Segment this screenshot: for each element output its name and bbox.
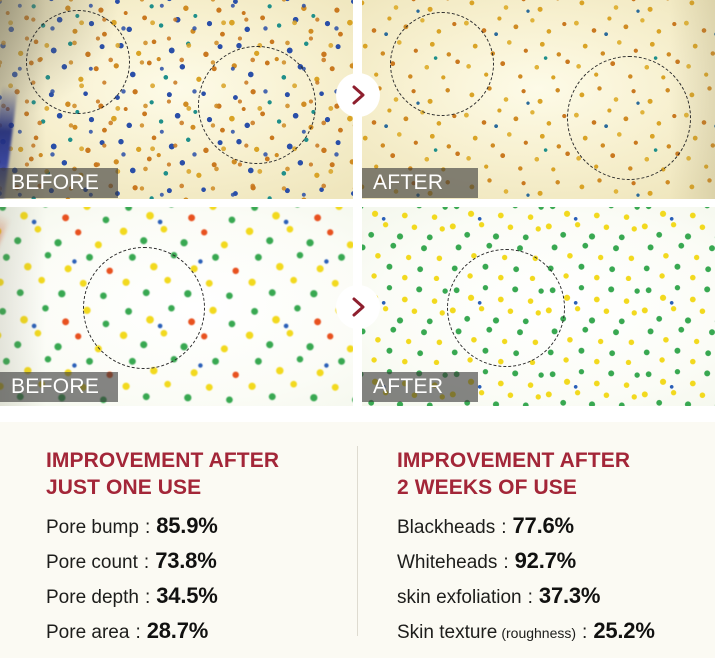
stat-separator: : — [135, 622, 141, 644]
stat-separator: : — [144, 517, 151, 539]
texture-after-image: AFTER — [362, 207, 715, 406]
stats-list-two-weeks: Blackheads : 77.6% Whiteheads : 92.7% sk… — [397, 513, 714, 644]
comparison-arrow-bottom — [336, 285, 380, 329]
stat-separator: : — [582, 622, 588, 644]
analysis-circle-2 — [567, 56, 691, 180]
before-label-text: BEFORE — [11, 374, 100, 398]
stat-label: Pore bump — [46, 517, 139, 539]
stat-value: 34.5% — [156, 583, 218, 609]
stats-heading-two-weeks: IMPROVEMENT AFTER 2 WEEKS OF USE — [397, 448, 697, 501]
stat-label: Whiteheads — [397, 552, 498, 574]
stat-separator: : — [144, 587, 151, 609]
stats-heading-line-1: IMPROVEMENT AFTER — [46, 449, 280, 472]
stat-label: Pore count — [46, 552, 138, 574]
analysis-circle-1 — [83, 247, 205, 369]
stat-label: Blackheads — [397, 517, 496, 539]
stat-row: Blackheads : 77.6% — [397, 513, 714, 539]
stat-value: 85.9% — [156, 513, 218, 539]
stat-label: Pore area — [46, 622, 130, 644]
stat-value: 28.7% — [146, 618, 209, 644]
stat-label: Skin texture — [397, 622, 498, 644]
stats-column-two-weeks: IMPROVEMENT AFTER 2 WEEKS OF USE Blackhe… — [357, 422, 714, 658]
analysis-circle-1 — [26, 10, 130, 114]
before-after-image-grid: BEFORE AFTER BEFORE — [0, 0, 715, 422]
stat-row: Pore depth : 34.5% — [46, 583, 357, 609]
after-label-text: AFTER — [373, 170, 444, 194]
stat-row: Whiteheads : 92.7% — [397, 548, 714, 574]
stats-column-divider — [357, 446, 358, 636]
stat-row: skin exfoliation : 37.3% — [397, 583, 714, 609]
stats-heading-one-use: IMPROVEMENT AFTER JUST ONE USE — [46, 448, 346, 501]
stats-heading-line-1: IMPROVEMENT AFTER — [397, 449, 631, 472]
before-label-badge: BEFORE — [0, 168, 118, 198]
stat-value: 77.6% — [512, 513, 575, 539]
after-label-badge: AFTER — [362, 372, 478, 402]
stat-row: Pore bump : 85.9% — [46, 513, 357, 539]
stat-label: skin exfoliation — [397, 587, 522, 609]
texture-before-image: BEFORE — [0, 207, 353, 406]
chevron-right-icon — [352, 297, 364, 317]
stat-row: Pore area : 28.7% — [46, 618, 357, 644]
stat-row: Skin texture (roughness) : 25.2% — [397, 618, 714, 644]
stat-separator: : — [501, 517, 507, 539]
stat-value: 92.7% — [514, 548, 577, 574]
stats-heading-line-2: JUST ONE USE — [46, 475, 202, 499]
stat-separator: : — [503, 552, 509, 574]
after-label-text: AFTER — [373, 374, 444, 398]
analysis-circle-1 — [447, 249, 565, 367]
stat-row: Pore count : 73.8% — [46, 548, 357, 574]
stat-label-qualifier: (roughness) — [501, 625, 577, 642]
pore-before-image: BEFORE — [0, 0, 353, 199]
chevron-right-icon — [352, 85, 364, 105]
stat-separator: : — [527, 587, 533, 609]
stat-value: 73.8% — [155, 548, 217, 574]
stat-separator: : — [143, 552, 150, 574]
pore-after-image: AFTER — [362, 0, 715, 199]
after-label-badge: AFTER — [362, 168, 478, 198]
comparison-arrow-top — [336, 73, 380, 117]
stat-value: 25.2% — [593, 618, 655, 644]
stat-label: Pore depth — [46, 587, 139, 609]
stats-list-one-use: Pore bump : 85.9% Pore count : 73.8% Por… — [46, 513, 357, 644]
stat-value: 37.3% — [538, 583, 601, 609]
analysis-circle-2 — [198, 46, 316, 164]
before-label-badge: BEFORE — [0, 372, 118, 402]
analysis-circle-1 — [390, 12, 494, 116]
stats-heading-line-2: 2 WEEKS OF USE — [397, 475, 577, 499]
before-label-text: BEFORE — [11, 170, 100, 194]
stats-column-one-use: IMPROVEMENT AFTER JUST ONE USE Pore bump… — [0, 422, 357, 658]
